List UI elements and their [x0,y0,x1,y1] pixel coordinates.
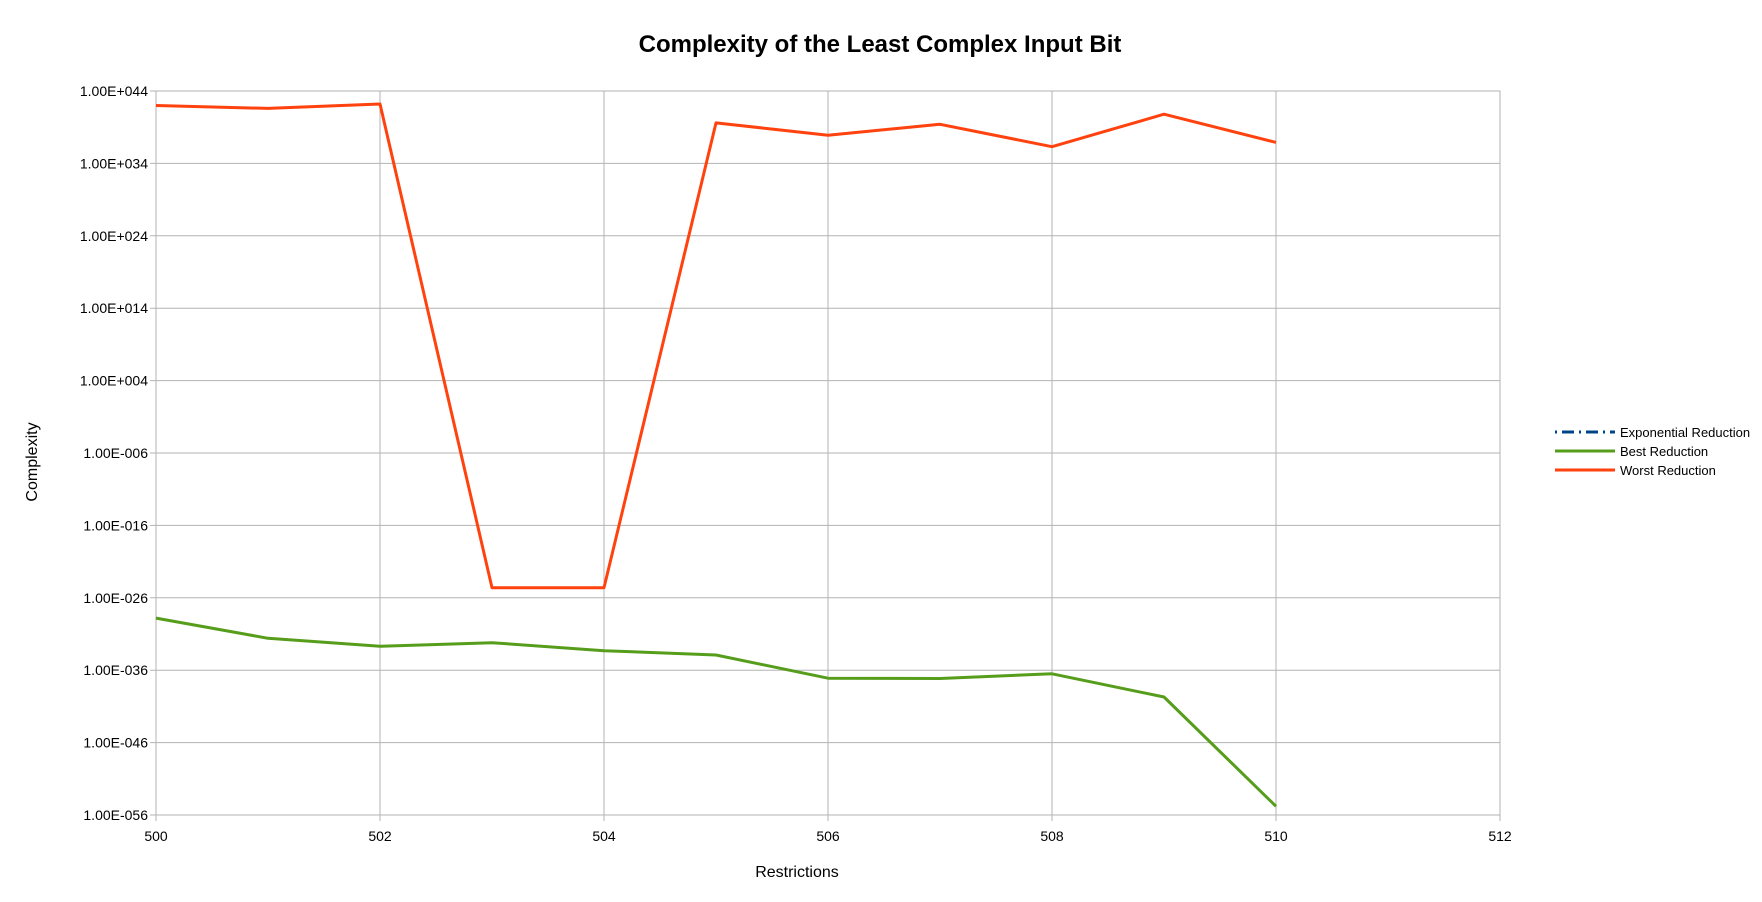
x-tick-label: 504 [592,828,616,844]
series-lines [155,102,1278,808]
y-tick-label: 1.00E+044 [80,83,148,99]
y-tick-label: 1.00E+034 [80,155,148,171]
y-axis-title: Complexity [24,422,41,501]
legend: Exponential Reduction Best Reduction Worst… [1555,425,1750,478]
y-tick-label: 1.00E-036 [83,662,148,678]
x-tick-label: 506 [816,828,840,844]
y-tick-label: 1.00E-056 [83,807,148,823]
x-tick-label: 508 [1040,828,1064,844]
x-tick-label: 500 [144,828,168,844]
y-tick-label: 1.00E-046 [83,735,148,751]
legend-label: Worst Reduction [1620,463,1716,478]
y-tick-label: 1.00E-006 [83,445,148,461]
x-tick-label: 512 [1488,828,1512,844]
y-axis: 1.00E+044 1.00E+034 1.00E+024 1.00E+014 1.00… [80,83,148,823]
y-tick-label: 1.00E+004 [80,373,148,389]
legend-item-worst-reduction: Worst Reduction [1555,463,1716,478]
y-tick-label: 1.00E+014 [80,300,148,316]
y-tick-label: 1.00E-026 [83,590,148,606]
x-tick-label: 510 [1264,828,1288,844]
best-reduction-line [155,616,1278,808]
plot-area [155,90,1501,816]
x-axis-title: Restrictions [755,864,839,881]
x-tick-label: 502 [368,828,392,844]
legend-item-best-reduction: Best Reduction [1555,444,1708,459]
legend-item-exponential-reduction: Exponential Reduction [1555,425,1750,440]
legend-label: Best Reduction [1620,444,1708,459]
y-tick-label: 1.00E+024 [80,228,148,244]
chart-title: Complexity of the Least Complex Input Bi… [639,31,1122,58]
grid [150,90,1501,821]
y-tick-label: 1.00E-016 [83,517,148,533]
worst-reduction-line [155,102,1277,590]
legend-label: Exponential Reduction [1620,425,1750,440]
x-axis: 500 502 504 506 508 510 512 [144,828,1512,844]
